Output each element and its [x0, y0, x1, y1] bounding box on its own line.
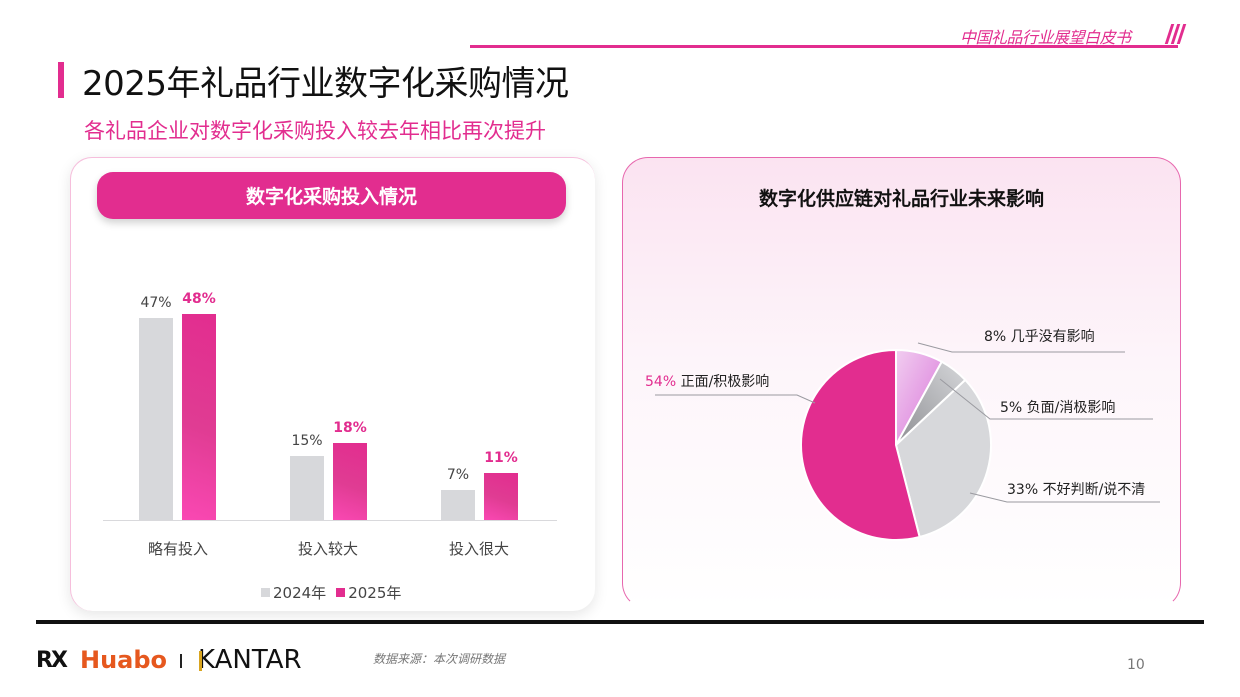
huabo-logo: Huabo — [80, 646, 168, 674]
bar-chart-legend: 2024年 2025年 — [261, 582, 411, 603]
legend-label-2025: 2025年 — [348, 584, 402, 602]
data-source: 数据来源：本次调研数据 — [373, 652, 506, 666]
kantar-logo-accent — [199, 651, 202, 671]
kantar-logo: KANTAR — [198, 645, 302, 675]
footer-rule — [36, 620, 1204, 624]
leader-line-33 — [969, 492, 1160, 503]
leader-line-5 — [939, 378, 1153, 420]
pie-chart — [655, 342, 1160, 541]
page-subtitle: 各礼品企业对数字化采购投入较去年相比再次提升 — [84, 119, 546, 143]
category-label: 略有投入 — [147, 540, 208, 558]
bar-value-label: 48% — [182, 290, 216, 307]
page-title: 2025年礼品行业数字化采购情况 — [82, 64, 569, 104]
pie-slice-33 — [894, 378, 992, 539]
bar-chart-axis — [103, 520, 557, 521]
legend-item-2025: 2025年 — [336, 582, 401, 603]
rx-logo: RX — [36, 648, 68, 673]
bar-2025-1 — [182, 313, 216, 520]
pie-slice-54 — [800, 348, 921, 541]
bar-2024-3 — [441, 489, 475, 520]
pie-label-positive: 54% 正面/积极影响 — [645, 374, 770, 390]
legend-item-2024: 2024年 — [261, 582, 326, 603]
header-rule — [470, 45, 1178, 48]
bar-2025-2 — [333, 442, 367, 520]
bar-value-label: 11% — [484, 449, 518, 466]
bar-value-label: 18% — [333, 419, 367, 436]
leader-line-54 — [655, 394, 816, 404]
pie-label-no-impact: 8% 几乎没有影响 — [984, 329, 1095, 345]
category-label: 投入较大 — [297, 540, 358, 558]
leader-line-8 — [917, 342, 1125, 353]
bar-value-label: 47% — [140, 294, 172, 311]
report-brand: 中国礼品行业展望白皮书 — [960, 28, 1131, 47]
pie-label-negative: 5% 负面/消极影响 — [1000, 400, 1116, 416]
title-accent-bar — [58, 62, 64, 98]
legend-swatch-2025 — [336, 588, 346, 597]
category-label: 投入很大 — [448, 540, 509, 558]
legend-swatch-2024 — [261, 588, 270, 597]
legend-label-2024: 2024年 — [273, 584, 327, 602]
pie-label-unclear: 33% 不好判断/说不清 — [1007, 482, 1146, 498]
bar-value-label: 7% — [446, 466, 470, 483]
bar-2024-1 — [139, 317, 173, 520]
bar-2025-3 — [484, 472, 518, 520]
bar-chart-title: 数字化采购投入情况 — [97, 172, 566, 219]
page-number: 10 — [1127, 657, 1145, 673]
pie-chart-title: 数字化供应链对礼品行业未来影响 — [758, 188, 1044, 210]
slash-decoration-icon — [1164, 24, 1187, 44]
bar-2024-2 — [290, 455, 324, 520]
logo-separator — [180, 654, 182, 668]
bar-value-label: 15% — [291, 432, 323, 449]
